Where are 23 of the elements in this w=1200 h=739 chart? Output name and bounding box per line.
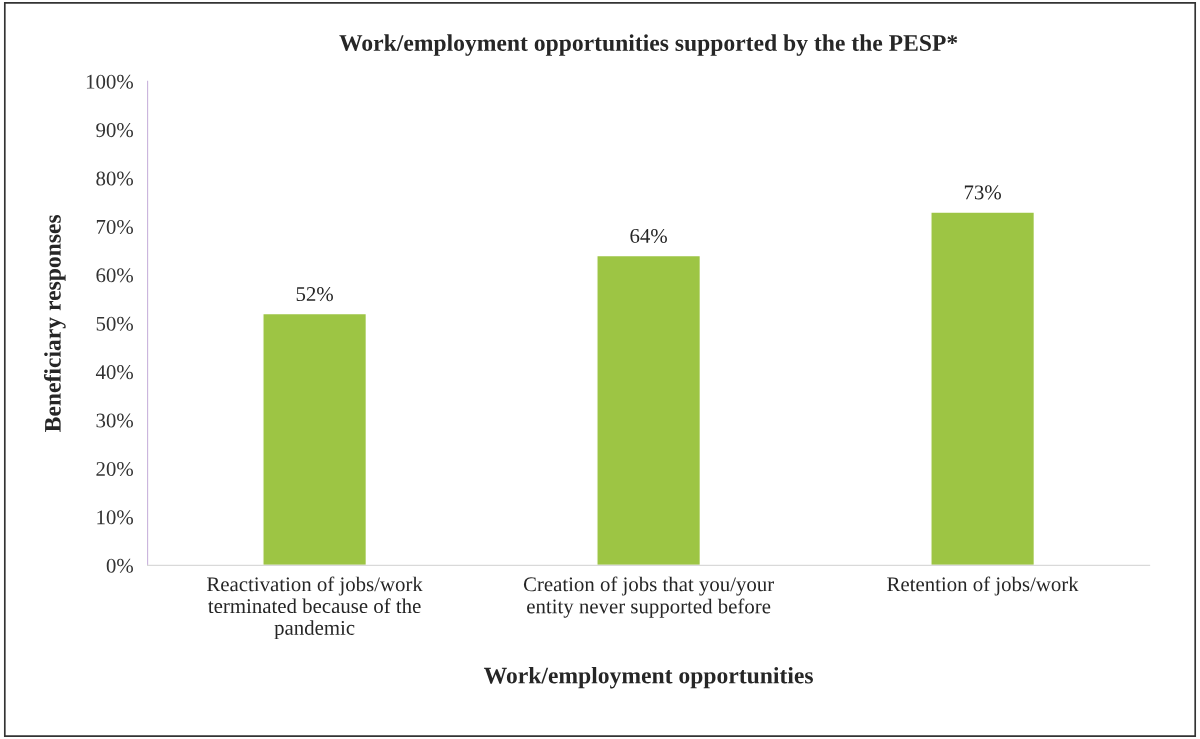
- bar: [930, 211, 1036, 566]
- bar: [262, 312, 368, 566]
- x-tick-label: Creation of jobs that you/your entity never supported before: [523, 576, 774, 618]
- y-tick-label: 70%: [96, 219, 133, 235]
- y-tick-label: 30%: [96, 413, 133, 428]
- data-label: 73%: [964, 185, 1001, 200]
- x-tick-label: Retention of jobs/work: [887, 576, 1079, 596]
- y-tick-label: 40%: [95, 365, 133, 380]
- y-tick-label: 90%: [96, 123, 133, 138]
- y-tick-label: 10%: [97, 510, 133, 525]
- y-tick-label: 60%: [96, 268, 133, 283]
- data-label: 64%: [630, 228, 667, 244]
- x-tick-label: Reactivation of jobs/work terminated because of the pandemic: [207, 576, 423, 640]
- y-tick-label: 20%: [96, 461, 133, 477]
- y-tick-label: 50%: [96, 316, 133, 331]
- y-tick-label: 0%: [106, 558, 133, 573]
- y-tick-label: 100%: [86, 74, 133, 89]
- data-label: 52%: [296, 287, 333, 302]
- chart-title: Work/employment opportunities supported by the the PESP*: [339, 34, 958, 56]
- bar: [596, 254, 702, 566]
- y-tick-label: 80%: [96, 171, 133, 186]
- x-axis-title: Work/employment opportunities: [483, 666, 813, 689]
- y-axis-title: Beneficiary responses: [43, 214, 66, 432]
